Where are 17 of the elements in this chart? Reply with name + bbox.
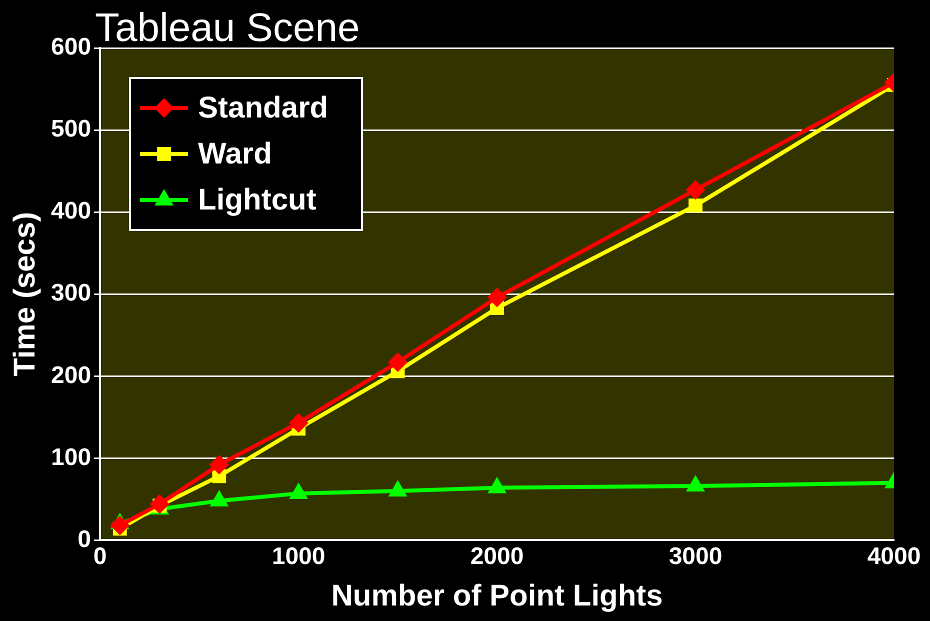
- legend-label: Lightcut: [198, 183, 316, 216]
- y-tick-label: 100: [50, 444, 92, 471]
- x-tick-label: 1000: [272, 543, 326, 570]
- legend-label: Standard: [198, 91, 328, 124]
- x-axis-title: Number of Point Lights: [331, 579, 663, 612]
- y-tick-label: 0: [78, 526, 92, 553]
- y-tick-label: 500: [50, 116, 92, 143]
- y-tick-label: 400: [50, 198, 92, 225]
- legend-label: Ward: [198, 137, 272, 170]
- x-tick-label: 2000: [470, 543, 524, 570]
- x-tick-label: 4000: [867, 543, 921, 570]
- y-tick-label: 200: [50, 362, 92, 389]
- y-tick-label: 300: [50, 280, 92, 307]
- y-axis-title: Time (secs): [8, 212, 42, 376]
- x-tick-label: 3000: [668, 543, 722, 570]
- chart-title: Tableau Scene: [95, 6, 360, 50]
- y-tick-label: 600: [50, 34, 92, 61]
